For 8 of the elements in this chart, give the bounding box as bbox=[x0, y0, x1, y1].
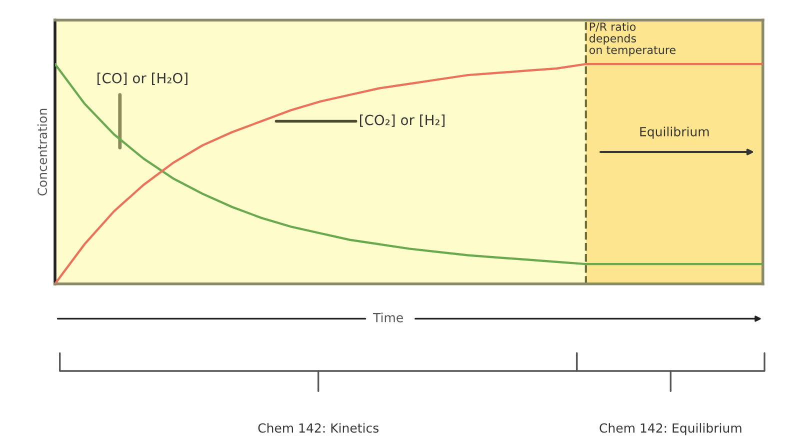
series-label: [CO₂] or [H₂] bbox=[360, 114, 445, 127]
x-axis-title: Time bbox=[372, 312, 403, 322]
text: P/R ratio depends on temperature bbox=[589, 22, 676, 56]
annotation: Equilibrium bbox=[640, 126, 709, 139]
text: Chem 142: Equilibrium bbox=[600, 423, 742, 436]
y-axis-title: Concentration bbox=[37, 108, 48, 196]
text: Chem 142: Kinetics bbox=[258, 423, 379, 433]
series-label: [CO] or [H₂O] bbox=[98, 72, 188, 85]
